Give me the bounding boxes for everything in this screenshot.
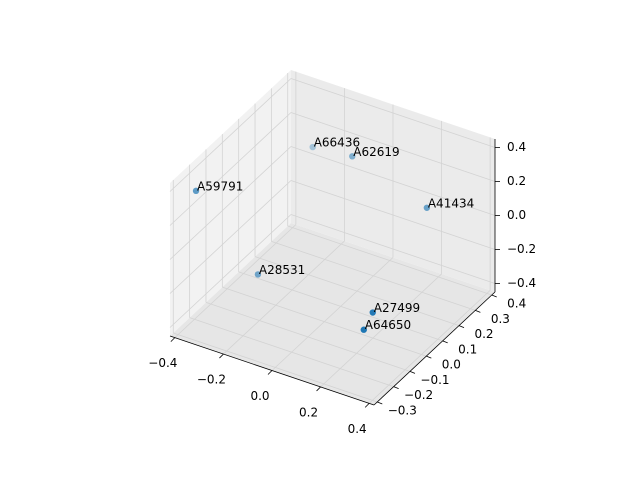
y-tick-label: 0.2 xyxy=(474,327,493,341)
y-tick-label: 0.0 xyxy=(442,358,461,372)
grid-line xyxy=(169,112,292,226)
x-tick xyxy=(219,353,224,359)
grid-line xyxy=(223,240,345,355)
point-label: A41434 xyxy=(428,196,474,210)
grid-line xyxy=(189,317,394,388)
x-tick-label: −0.2 xyxy=(197,373,226,387)
grid-line xyxy=(174,224,297,338)
grid-line xyxy=(368,290,491,404)
point-label: A62619 xyxy=(353,145,399,159)
point-label: A27499 xyxy=(374,301,420,315)
grid-line xyxy=(290,214,496,284)
x-tick xyxy=(316,386,321,392)
z-tick-label: −0.4 xyxy=(507,276,536,290)
grid-line xyxy=(222,286,427,357)
point xyxy=(423,204,431,211)
x-tick-label: −0.4 xyxy=(148,356,177,370)
x-axis xyxy=(169,335,375,406)
grid-line xyxy=(173,332,378,403)
z-tick-label: 0.0 xyxy=(507,208,526,222)
grid-line xyxy=(169,180,292,294)
x-tick-label: 0.4 xyxy=(348,422,367,436)
y-tick-label: −0.3 xyxy=(388,403,417,417)
grid-line xyxy=(290,112,496,182)
z-tick-label: 0.4 xyxy=(507,140,526,154)
y-tick-label: −0.2 xyxy=(404,388,433,402)
x-tick xyxy=(364,403,370,408)
point-label: A59791 xyxy=(197,179,243,193)
z-tick-label: −0.2 xyxy=(507,242,536,256)
y-tick xyxy=(409,371,416,374)
grid-line xyxy=(169,214,292,328)
point xyxy=(254,271,262,278)
x-tick xyxy=(267,370,273,375)
point xyxy=(349,153,356,160)
grid-line xyxy=(271,257,394,371)
grid-line xyxy=(271,240,476,311)
y-tick xyxy=(377,401,383,405)
z-tick-label: 0.2 xyxy=(507,174,526,188)
x-tick-label: 0.2 xyxy=(299,405,318,419)
y-tick-label: 0.3 xyxy=(491,312,510,326)
grid-line xyxy=(205,302,411,372)
y-tick xyxy=(442,340,448,344)
y-tick xyxy=(393,386,399,390)
point xyxy=(369,309,376,316)
point-label: A66436 xyxy=(314,136,360,150)
grid-line xyxy=(290,180,496,250)
grid-line xyxy=(169,78,292,192)
y-axis xyxy=(373,291,496,406)
grid-line xyxy=(290,146,496,216)
y-tick xyxy=(475,309,481,313)
y-tick-label: 0.1 xyxy=(458,342,477,356)
x-tick-label: 0.0 xyxy=(250,389,269,403)
y-tick xyxy=(491,294,497,298)
point xyxy=(309,143,316,151)
point-label: A64650 xyxy=(365,318,411,332)
grid-line xyxy=(169,146,292,260)
y-tick xyxy=(426,355,432,359)
grid-line xyxy=(290,78,496,148)
point xyxy=(192,187,200,195)
grid-line xyxy=(238,271,443,342)
y-tick-label: 0.4 xyxy=(507,297,526,311)
grid-line xyxy=(254,256,460,326)
x-tick xyxy=(170,337,176,342)
point-label: A28531 xyxy=(259,263,305,277)
y-tick xyxy=(458,325,465,328)
y-tick-label: −0.1 xyxy=(420,373,449,387)
point xyxy=(360,326,367,333)
grid-line xyxy=(287,225,492,296)
grid-line xyxy=(320,273,442,388)
